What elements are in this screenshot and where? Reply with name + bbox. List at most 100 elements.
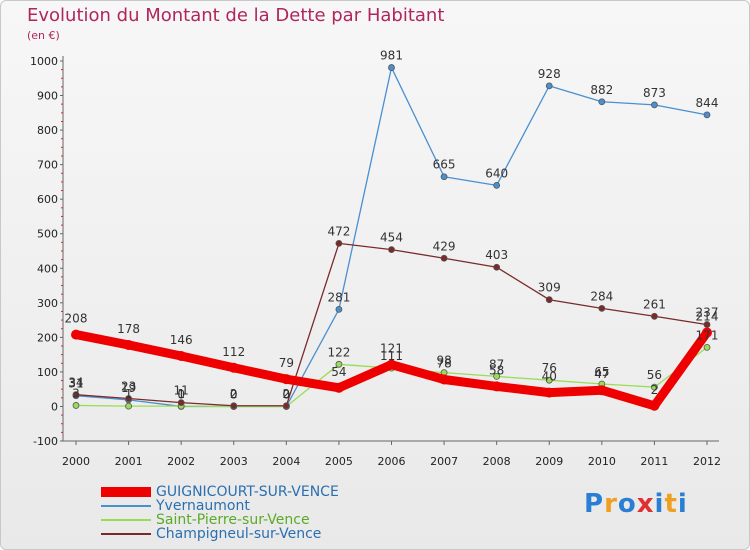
y-tick-label: 600: [37, 193, 58, 206]
y-tick-label: -100: [33, 435, 58, 448]
data-label: 78: [436, 357, 451, 371]
data-point: [125, 402, 132, 410]
data-label: 2: [651, 383, 659, 397]
logo-letter: t: [664, 489, 678, 519]
data-label: 112: [222, 345, 245, 359]
y-tick-label: 100: [37, 366, 58, 379]
data-label: 0: [177, 387, 185, 401]
data-label: 40: [542, 370, 557, 384]
data-label: 237: [696, 306, 719, 320]
y-tick-label: 500: [37, 228, 58, 241]
data-point: [440, 173, 448, 181]
data-label: 1: [177, 387, 185, 401]
data-point: [333, 382, 344, 393]
data-label: 261: [643, 297, 666, 311]
data-label: 1: [125, 387, 133, 401]
data-point: [388, 64, 395, 71]
logo-letter: o: [617, 489, 637, 519]
data-label: 208: [65, 312, 88, 326]
data-point: [71, 329, 81, 340]
data-point: [228, 362, 239, 373]
x-tick-label: 2007: [430, 455, 458, 468]
data-label: 284: [590, 289, 613, 303]
data-point: [598, 304, 606, 312]
data-label: 111: [380, 349, 403, 363]
data-label: 79: [279, 356, 294, 370]
x-tick-label: 2012: [693, 455, 721, 468]
data-label: 981: [380, 49, 403, 63]
data-label: 214: [696, 310, 719, 324]
data-point: [544, 387, 555, 398]
data-point: [72, 402, 80, 409]
x-tick-label: 2001: [115, 455, 143, 468]
data-label: 47: [594, 367, 609, 381]
data-label: 65: [594, 365, 609, 379]
data-label: 98: [436, 354, 451, 368]
data-label: 34: [68, 376, 83, 390]
logo-letter: x: [636, 489, 655, 519]
data-label: 23: [121, 380, 136, 394]
y-tick-label: 800: [37, 124, 58, 137]
y-tick-label: 200: [37, 331, 58, 344]
legend-swatch: [101, 487, 151, 497]
data-point: [335, 305, 343, 313]
x-tick-label: 2008: [483, 455, 511, 468]
logo-letter: r: [604, 489, 618, 519]
x-tick-label: 2005: [325, 455, 353, 468]
data-label: 844: [696, 96, 719, 110]
data-label: 121: [380, 342, 403, 356]
data-label: 56: [647, 368, 662, 382]
data-label: 281: [327, 290, 350, 304]
data-label: 31: [68, 377, 83, 391]
data-point: [72, 391, 80, 399]
legend-swatch: [101, 533, 151, 535]
y-tick-label: 1000: [30, 55, 58, 68]
data-point: [230, 402, 238, 410]
data-label: 58: [489, 363, 504, 377]
legend-swatch: [101, 505, 151, 507]
x-tick-label: 2003: [220, 455, 248, 468]
data-point: [596, 385, 607, 396]
data-point: [335, 360, 343, 368]
data-label: 2: [283, 387, 291, 401]
data-point: [388, 246, 395, 254]
data-label: 873: [643, 86, 666, 100]
data-point: [491, 381, 502, 392]
data-label: 309: [538, 281, 561, 295]
logo-letter: P: [584, 489, 605, 519]
data-label: 429: [433, 239, 456, 253]
legend-swatch: [101, 519, 151, 521]
x-tick-label: 2004: [272, 455, 300, 468]
y-tick-label: 900: [37, 90, 58, 103]
data-label: 454: [380, 231, 403, 245]
data-label: 3: [72, 386, 80, 400]
data-point: [545, 82, 553, 90]
data-label: 403: [485, 248, 508, 262]
data-point: [598, 98, 606, 106]
data-label: 76: [542, 361, 557, 375]
series-line-champigneul-sur-vence: [75, 242, 708, 407]
data-point: [335, 239, 343, 247]
data-label: 54: [331, 365, 346, 379]
data-label: 2: [230, 387, 238, 401]
data-point: [281, 374, 292, 385]
data-label: 146: [170, 333, 193, 347]
y-tick-label: 700: [37, 159, 58, 172]
data-point: [545, 296, 553, 304]
data-point: [651, 101, 658, 109]
y-tick-label: 300: [37, 297, 58, 310]
data-point: [386, 359, 397, 370]
x-tick-label: 2000: [62, 455, 90, 468]
chart-title: Evolution du Montant de la Dette par Hab…: [27, 5, 445, 26]
data-label: 122: [327, 345, 350, 359]
x-tick-label: 2006: [378, 455, 406, 468]
data-point: [493, 181, 501, 189]
data-point: [702, 327, 712, 338]
data-label: 882: [590, 83, 613, 97]
data-label: 640: [485, 166, 508, 180]
legend-label: Saint-Pierre-sur-Vence: [156, 512, 310, 528]
data-point: [649, 400, 660, 411]
data-point: [703, 111, 711, 119]
data-label: 19: [121, 381, 136, 395]
